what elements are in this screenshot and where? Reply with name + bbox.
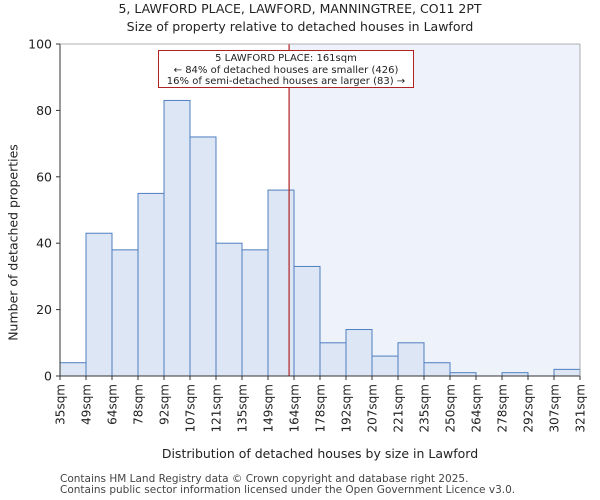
histogram-bar	[189, 136, 217, 377]
histogram-bar	[137, 192, 165, 377]
y-tick-label: 80	[36, 103, 52, 118]
x-tick-label: 164sqm	[288, 384, 302, 432]
x-tick-label: 49sqm	[80, 384, 94, 425]
x-tick-label: 292sqm	[522, 384, 536, 432]
y-axis-label: Number of detached properties	[5, 144, 21, 341]
x-tick-label: 278sqm	[496, 384, 510, 432]
y-tick-label: 20	[36, 302, 52, 317]
x-tick-label: 207sqm	[366, 384, 380, 432]
larger-region-shading	[289, 44, 580, 376]
histogram-bar	[59, 362, 87, 377]
x-tick-label: 149sqm	[262, 384, 276, 432]
chart-title: Size of property relative to detached ho…	[126, 19, 474, 34]
y-tick-label: 60	[36, 169, 52, 184]
histogram-bar	[85, 232, 113, 377]
x-axis-label: Distribution of detached houses by size …	[161, 446, 479, 461]
histogram-bar	[215, 242, 243, 377]
histogram-bar	[241, 249, 269, 377]
footer-line-2: Contains public sector information licen…	[60, 484, 516, 496]
x-tick-label: 321sqm	[574, 384, 588, 432]
x-tick-label: 92sqm	[158, 384, 172, 425]
property-annotation-box: 5 LAWFORD PLACE: 161sqm ← 84% of detache…	[158, 50, 414, 88]
x-tick-label: 178sqm	[314, 384, 328, 432]
y-tick-label: 40	[36, 236, 52, 251]
histogram-bar	[423, 362, 451, 377]
x-tick-label: 135sqm	[236, 384, 250, 432]
x-tick-label: 221sqm	[392, 384, 406, 432]
histogram-bar	[553, 368, 581, 377]
histogram-bar	[267, 189, 295, 377]
annotation-line-2: ← 84% of detached houses are smaller (42…	[173, 64, 399, 76]
histogram-bar	[397, 342, 425, 377]
x-tick-label: 250sqm	[444, 384, 458, 432]
x-tick-label: 192sqm	[340, 384, 354, 432]
x-tick-label: 78sqm	[132, 384, 146, 425]
histogram-bar	[293, 265, 321, 377]
histogram-bar	[345, 329, 373, 377]
x-tick-label: 121sqm	[210, 384, 224, 432]
chart-title-address: 5, LAWFORD PLACE, LAWFORD, MANNINGTREE, …	[118, 1, 482, 16]
annotation-line-3: 16% of semi-detached houses are larger (…	[166, 76, 406, 87]
x-tick-label: 307sqm	[548, 384, 562, 432]
histogram-bar	[163, 99, 191, 377]
footer-line-1: Contains HM Land Registry data © Crown c…	[60, 473, 469, 485]
x-tick-label: 107sqm	[184, 384, 198, 432]
x-tick-label: 64sqm	[106, 384, 120, 425]
histogram-bar	[319, 342, 347, 377]
x-tick-label: 35sqm	[54, 384, 68, 425]
x-tick-label: 235sqm	[418, 384, 432, 432]
annotation-line-1: 5 LAWFORD PLACE: 161sqm	[215, 53, 357, 64]
x-tick-label: 264sqm	[470, 384, 484, 432]
histogram-bar	[371, 355, 399, 377]
y-tick-label: 0	[44, 369, 52, 384]
histogram-bar	[111, 249, 139, 377]
y-tick-label: 100	[28, 37, 52, 52]
